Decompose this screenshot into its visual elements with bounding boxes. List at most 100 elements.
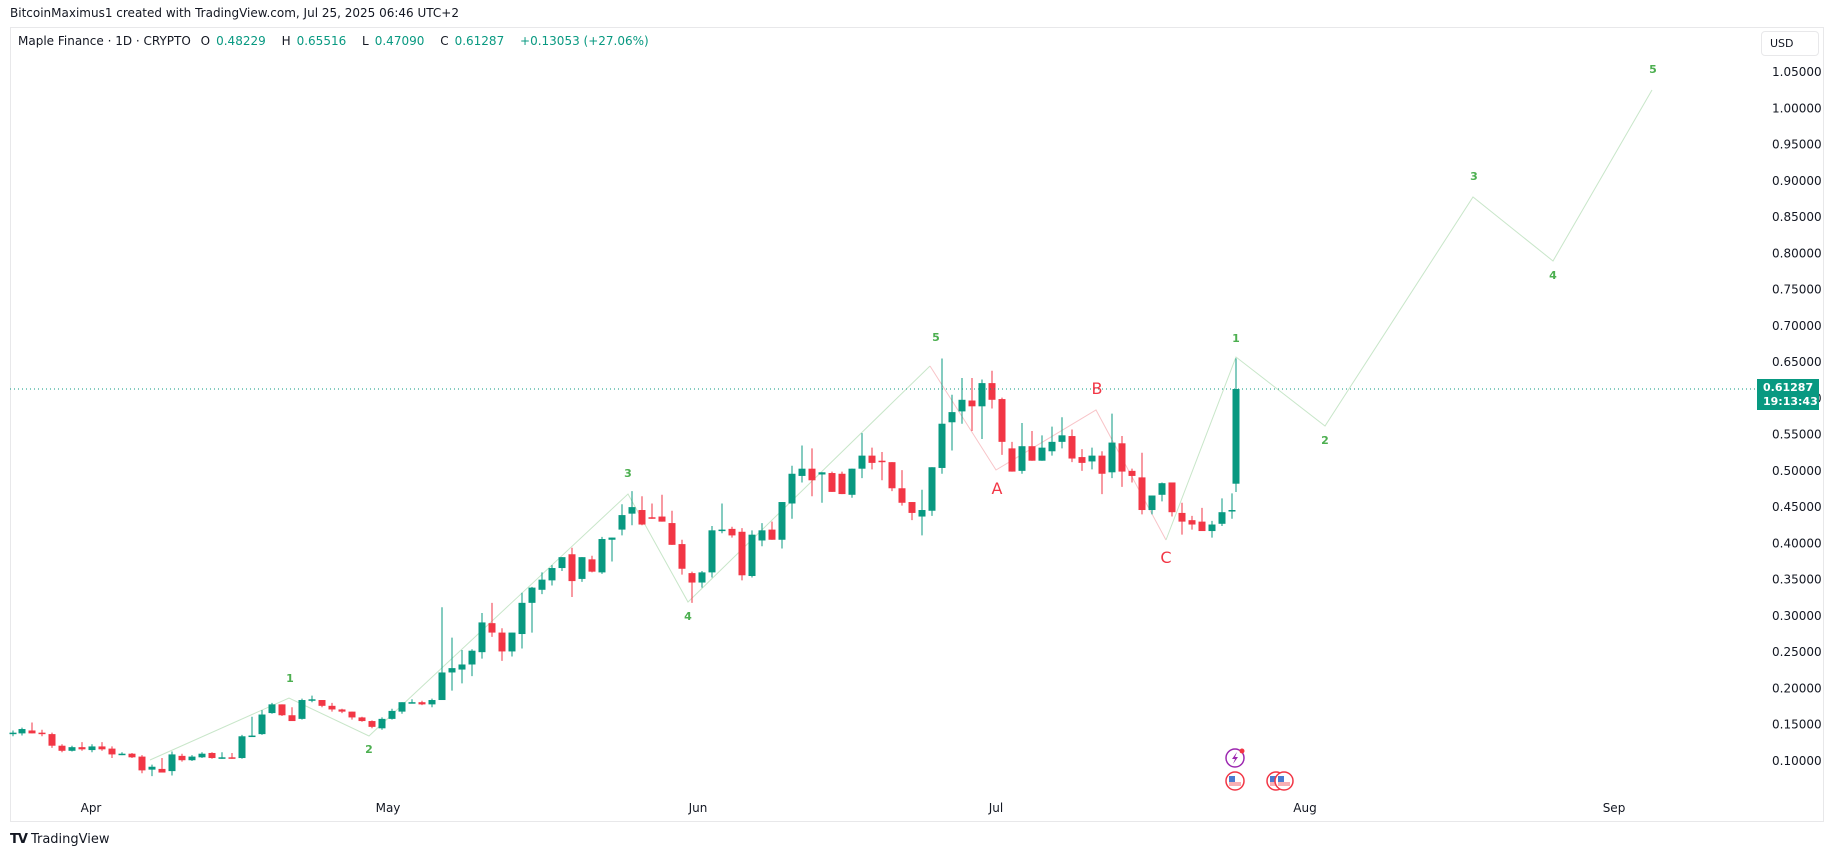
- candle-body: [538, 579, 546, 590]
- candle-body: [1118, 443, 1126, 472]
- candle-body: [188, 756, 196, 761]
- candle-body: [158, 768, 166, 773]
- price-tick: 0.95000: [1772, 138, 1822, 152]
- candle-body: [258, 714, 266, 735]
- candle-body: [548, 568, 556, 581]
- candle-body: [168, 754, 176, 772]
- candle-body: [118, 753, 126, 756]
- currency-button[interactable]: USD: [1761, 31, 1819, 56]
- last-price-value: 0.61287: [1763, 381, 1814, 394]
- candle-body: [78, 747, 86, 750]
- flag-stripes: [1278, 782, 1290, 786]
- candle-body: [1188, 520, 1196, 525]
- candle-body: [18, 729, 26, 734]
- candle-body: [438, 672, 446, 701]
- candle-body: [988, 383, 996, 400]
- candle-body: [598, 539, 606, 573]
- candle-body: [1128, 470, 1136, 476]
- tradingview-logo[interactable]: TV TradingView: [10, 832, 110, 847]
- candle-body: [58, 745, 66, 751]
- candle-body: [88, 746, 96, 751]
- candle-body: [428, 700, 436, 705]
- candle-body: [568, 554, 576, 582]
- candle-body: [638, 510, 646, 525]
- candle-body: [868, 455, 876, 463]
- candle-body: [898, 488, 906, 503]
- candle-body: [798, 468, 806, 476]
- candle-body: [1218, 512, 1226, 524]
- wave-label-4: 4: [684, 610, 692, 623]
- candle-body: [148, 766, 156, 770]
- candle-body: [228, 757, 236, 759]
- candle-body: [28, 730, 36, 734]
- time-tick: May: [376, 801, 401, 815]
- time-tick: Apr: [81, 801, 102, 815]
- projected-wave-line: [1165, 89, 1653, 541]
- candle-body: [1048, 441, 1056, 452]
- wave-label-2: 2: [365, 743, 373, 756]
- candle-body: [238, 736, 246, 759]
- candle-body: [628, 507, 636, 514]
- candle-body: [408, 702, 416, 704]
- price-tick: 0.70000: [1772, 319, 1822, 333]
- candle-body: [1208, 524, 1216, 532]
- price-tick: 0.65000: [1772, 355, 1822, 369]
- candle-body: [1088, 455, 1096, 462]
- candle-body: [1008, 448, 1016, 472]
- close-value: 0.61287: [454, 34, 505, 48]
- candle-body: [1038, 447, 1046, 461]
- price-tick: 0.40000: [1772, 536, 1822, 550]
- price-tick: 0.30000: [1772, 609, 1822, 623]
- candle-body: [678, 544, 686, 569]
- candle-body: [618, 515, 626, 530]
- lightning-glyph: [1232, 752, 1238, 764]
- price-tick: 0.45000: [1772, 500, 1822, 514]
- candle-body: [68, 747, 76, 751]
- candle-body: [1138, 477, 1146, 511]
- candle-body: [368, 721, 376, 727]
- candle-body: [1098, 455, 1106, 474]
- wave-label-5: 5: [932, 331, 940, 344]
- candle-body: [558, 557, 566, 569]
- price-tick: 0.35000: [1772, 573, 1822, 587]
- candle-body: [858, 455, 866, 469]
- time-tick: Jun: [688, 801, 708, 815]
- candle-body: [1108, 442, 1116, 473]
- symbol-name[interactable]: Maple Finance · 1D · CRYPTO: [18, 34, 191, 48]
- price-tick: 0.85000: [1772, 210, 1822, 224]
- open-value: 0.48229: [216, 34, 266, 48]
- candle-body: [198, 753, 206, 758]
- candle-body: [708, 530, 716, 573]
- candle-body: [518, 602, 526, 635]
- candle-body: [818, 472, 826, 475]
- candle-body: [968, 400, 976, 407]
- candle-body: [348, 711, 356, 718]
- candle-body: [728, 528, 736, 536]
- candle-body: [398, 702, 406, 712]
- candle-body: [498, 632, 506, 652]
- wave-label-3: 3: [624, 467, 632, 480]
- wave-label-C: C: [1160, 548, 1171, 567]
- chart-frame: [10, 27, 1824, 822]
- candle-body: [918, 510, 926, 517]
- candle-body: [928, 467, 936, 511]
- candle-body: [808, 468, 816, 481]
- candle-body: [1148, 495, 1156, 511]
- candle-body: [578, 557, 586, 579]
- candle-body: [848, 468, 856, 495]
- wave-label-A: A: [992, 479, 1003, 498]
- candle-body: [1028, 446, 1036, 461]
- candle-body: [938, 423, 946, 468]
- candle-body: [748, 534, 756, 577]
- impulse-wave-line: [149, 365, 931, 761]
- price-tick: 0.25000: [1772, 645, 1822, 659]
- flag-stripes: [1229, 782, 1241, 786]
- candle-body: [178, 755, 186, 761]
- candle-body: [718, 529, 726, 532]
- candle-body: [448, 668, 456, 673]
- candle-body: [1078, 457, 1086, 463]
- candle-body: [128, 753, 136, 758]
- low-value: 0.47090: [374, 34, 425, 48]
- price-tick: 0.20000: [1772, 681, 1822, 695]
